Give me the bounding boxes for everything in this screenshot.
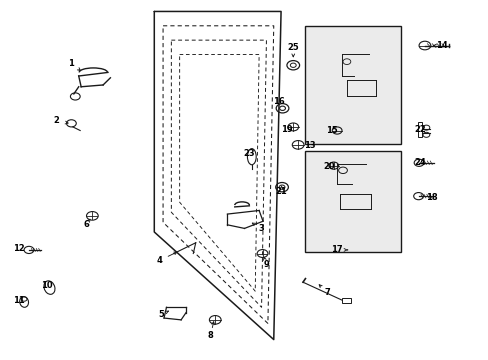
Text: 21: 21 — [275, 187, 286, 196]
Text: 15: 15 — [325, 126, 338, 135]
Text: 19: 19 — [281, 125, 292, 134]
Text: 8: 8 — [207, 332, 213, 341]
Text: 22: 22 — [413, 125, 425, 134]
Text: 6: 6 — [83, 220, 89, 229]
Ellipse shape — [44, 281, 55, 294]
Text: 25: 25 — [287, 43, 299, 52]
Text: 24: 24 — [413, 158, 425, 167]
Text: 16: 16 — [272, 96, 284, 105]
Text: 14: 14 — [435, 41, 447, 50]
Text: 5: 5 — [158, 310, 164, 319]
Text: 20: 20 — [323, 162, 334, 171]
Text: 13: 13 — [304, 141, 316, 150]
Ellipse shape — [20, 297, 28, 307]
Ellipse shape — [247, 149, 256, 165]
Text: 1: 1 — [68, 59, 74, 68]
Text: 7: 7 — [324, 288, 329, 297]
Text: 4: 4 — [156, 256, 162, 265]
Text: 17: 17 — [331, 246, 342, 255]
Bar — [341, 298, 350, 303]
Text: 3: 3 — [258, 224, 264, 233]
Text: 12: 12 — [13, 244, 25, 253]
Text: 2: 2 — [54, 116, 60, 125]
Bar — [305, 26, 400, 144]
Text: 18: 18 — [426, 193, 437, 202]
Text: 23: 23 — [243, 149, 255, 158]
Bar — [305, 151, 400, 252]
Text: 11: 11 — [13, 296, 25, 305]
Bar — [417, 122, 422, 137]
Text: 9: 9 — [263, 260, 269, 269]
Text: 10: 10 — [41, 281, 53, 290]
